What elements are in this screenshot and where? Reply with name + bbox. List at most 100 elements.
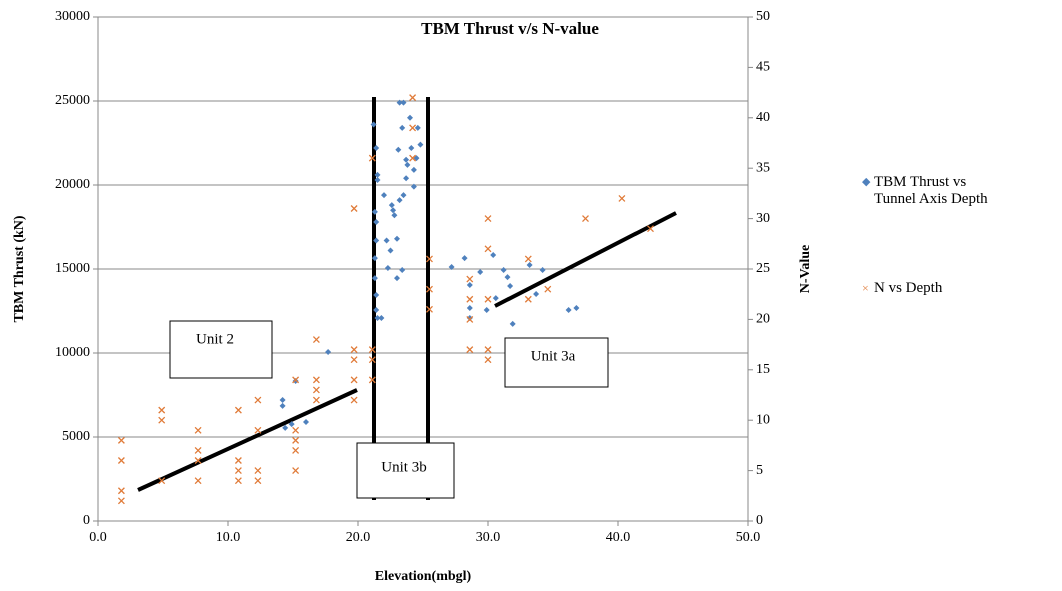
point xyxy=(312,376,320,384)
point xyxy=(483,306,490,313)
point xyxy=(234,477,242,485)
trend-line xyxy=(137,388,358,492)
point xyxy=(407,114,413,121)
point xyxy=(484,356,492,364)
point xyxy=(292,426,300,434)
x-tick-label: 40.0 xyxy=(606,530,631,545)
point xyxy=(410,166,417,173)
point xyxy=(158,406,166,414)
point xyxy=(373,306,380,313)
point xyxy=(500,267,507,274)
y2-tick-label: 35 xyxy=(756,160,770,175)
point xyxy=(312,386,320,394)
y2-tick-label: 10 xyxy=(756,412,770,427)
point xyxy=(396,99,403,106)
point xyxy=(292,446,300,454)
point xyxy=(234,406,242,414)
point xyxy=(374,176,381,183)
annotation: Unit 2 xyxy=(196,331,234,347)
point xyxy=(533,291,540,298)
point xyxy=(565,306,572,313)
point xyxy=(490,252,497,259)
point xyxy=(370,121,377,128)
point xyxy=(390,207,397,214)
point xyxy=(466,315,473,322)
point xyxy=(292,467,300,475)
x-tick-label: 30.0 xyxy=(476,530,501,545)
point xyxy=(350,356,358,364)
point xyxy=(466,281,473,288)
point xyxy=(484,346,492,354)
point xyxy=(158,477,166,485)
point xyxy=(396,197,403,204)
point xyxy=(417,141,424,148)
point xyxy=(371,255,378,262)
y2-tick-label: 15 xyxy=(756,362,770,377)
point xyxy=(466,315,474,323)
point xyxy=(404,161,411,168)
point xyxy=(350,396,358,404)
point xyxy=(492,295,499,302)
point xyxy=(282,424,289,431)
x-tick-label: 10.0 xyxy=(216,530,241,545)
point xyxy=(384,264,391,271)
y2-tick-label: 20 xyxy=(756,312,770,327)
y-tick-label: 15000 xyxy=(55,261,90,276)
point xyxy=(524,255,532,263)
point xyxy=(325,348,332,355)
point xyxy=(194,477,202,485)
point xyxy=(288,421,295,428)
point xyxy=(461,255,468,262)
legend-label: N vs Depth xyxy=(874,280,943,296)
point xyxy=(312,396,320,404)
point xyxy=(466,304,473,311)
y2-tick-label: 0 xyxy=(756,513,763,528)
annotation: Unit 3a xyxy=(531,348,576,364)
point xyxy=(466,275,474,283)
point xyxy=(373,292,380,299)
point xyxy=(194,446,202,454)
point xyxy=(350,346,358,354)
point xyxy=(388,202,395,209)
point xyxy=(368,356,376,364)
point xyxy=(400,99,407,106)
point xyxy=(477,269,484,276)
point xyxy=(254,426,262,434)
point xyxy=(234,467,242,475)
point xyxy=(234,457,242,464)
point xyxy=(399,267,406,274)
point xyxy=(373,145,380,152)
x-tick-label: 50.0 xyxy=(736,530,761,545)
point xyxy=(504,274,511,281)
point xyxy=(194,457,202,464)
y2-tick-label: 5 xyxy=(756,463,763,478)
point xyxy=(371,208,378,215)
point xyxy=(394,235,400,242)
point xyxy=(117,487,125,495)
annotation: Unit 3b xyxy=(381,459,426,475)
point xyxy=(117,457,125,464)
point xyxy=(647,225,654,233)
point xyxy=(158,416,166,424)
point xyxy=(403,175,410,182)
point xyxy=(618,194,626,202)
point xyxy=(414,124,421,131)
point xyxy=(374,315,381,322)
point xyxy=(350,376,358,384)
x-tick-label: 0.0 xyxy=(89,530,107,545)
x-axis-label: Elevation(mbgl) xyxy=(375,569,472,584)
point xyxy=(507,282,514,289)
point xyxy=(350,205,358,212)
point xyxy=(368,346,376,354)
point xyxy=(400,192,407,199)
y2-axis-label: N-Value xyxy=(798,245,813,294)
point xyxy=(378,315,385,322)
point xyxy=(484,215,492,223)
point xyxy=(399,124,406,131)
point xyxy=(312,336,320,344)
point xyxy=(509,320,516,327)
point xyxy=(303,419,309,426)
y2-tick-label: 40 xyxy=(756,110,770,125)
